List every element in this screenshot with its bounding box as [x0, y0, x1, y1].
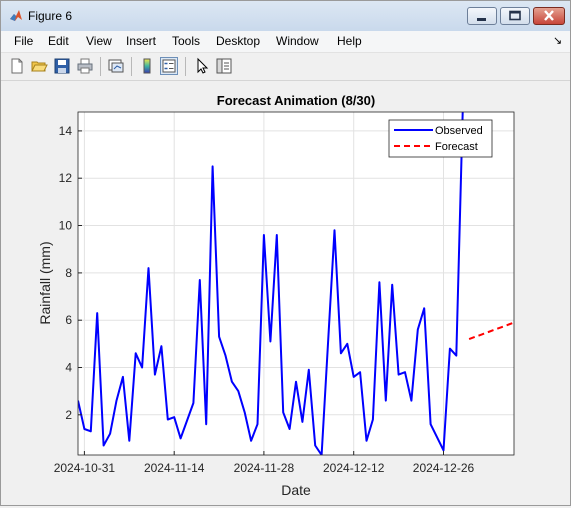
legend-label-observed: Observed [435, 125, 483, 137]
figure-canvas: 2024-10-31 2024-11-14 2024-11-28 2024-12-12… [5, 82, 566, 503]
menu-view[interactable]: View [86, 34, 112, 48]
y-axis-label: Rainfall (mm) [37, 241, 53, 324]
x-tick-label: 2024-10-31 [54, 461, 116, 475]
grid-lines [78, 112, 514, 455]
new-figure-icon[interactable] [8, 57, 26, 75]
x-tick-label: 2024-11-28 [234, 461, 295, 475]
menu-edit[interactable]: Edit [48, 34, 69, 48]
line-chart: 2024-10-31 2024-11-14 2024-11-28 2024-12-12… [37, 93, 515, 498]
close-icon [544, 10, 554, 21]
y-tick-label: 10 [59, 219, 73, 233]
maximize-icon [509, 10, 521, 21]
y-tick-label: 12 [59, 171, 73, 185]
plot-area [78, 112, 514, 455]
series-layer [78, 112, 514, 455]
x-tick-label: 2024-12-12 [323, 461, 385, 475]
menu-tools[interactable]: Tools [172, 34, 201, 48]
y-tick-label: 14 [59, 124, 73, 138]
pointer-icon[interactable] [193, 57, 211, 75]
property-inspector-icon[interactable] [215, 57, 233, 75]
legend-icon[interactable] [160, 57, 178, 75]
save-icon[interactable] [53, 57, 71, 75]
toolbar-separator [131, 57, 132, 76]
series-line-observed [78, 112, 464, 455]
menu-desktop[interactable]: Desktop [216, 34, 261, 48]
menu-window[interactable]: Window [276, 34, 319, 48]
y-tick-label: 2 [65, 408, 72, 422]
y-tick-label: 4 [65, 361, 72, 375]
minimize-button[interactable] [467, 7, 497, 25]
title-bar: Figure 6 [1, 1, 570, 31]
y-tick-label: 8 [65, 266, 72, 280]
toolbar-separator [185, 57, 186, 76]
axes-box [77, 111, 515, 456]
chart-title: Forecast Animation (8/30) [217, 93, 375, 108]
y-tick-label: 6 [65, 313, 72, 327]
toolbar-separator [100, 57, 101, 76]
maximize-button[interactable] [500, 7, 530, 25]
menu-file[interactable]: File [14, 34, 34, 48]
link-plot-icon[interactable] [107, 57, 125, 75]
menu-help[interactable]: Help [337, 34, 362, 48]
x-tick-label: 2024-11-14 [144, 461, 205, 475]
legend-label-forecast: Forecast [435, 141, 478, 153]
series-line-forecast [468, 321, 514, 341]
menu-insert[interactable]: Insert [126, 34, 157, 48]
legend-box [388, 119, 493, 158]
colorbar-icon[interactable] [138, 57, 156, 75]
legend[interactable]: Observed Forecast [388, 119, 493, 158]
menu-overflow-arrow-icon[interactable]: ↘ [553, 35, 563, 47]
window-title: Figure 6 [28, 9, 73, 23]
menu-bar: File Edit View Insert Tools Desktop Wind… [1, 31, 570, 53]
minimize-icon [477, 18, 486, 21]
x-tick-label: 2024-12-26 [413, 461, 475, 475]
close-button[interactable] [533, 7, 565, 25]
print-icon[interactable] [76, 57, 94, 75]
open-file-icon[interactable] [30, 57, 48, 75]
x-axis-label: Date [281, 482, 311, 498]
axis-ticks: 2024-10-31 2024-11-14 2024-11-28 2024-12-12… [54, 124, 475, 475]
matlab-logo-icon [10, 10, 22, 21]
toolbar [1, 53, 570, 81]
